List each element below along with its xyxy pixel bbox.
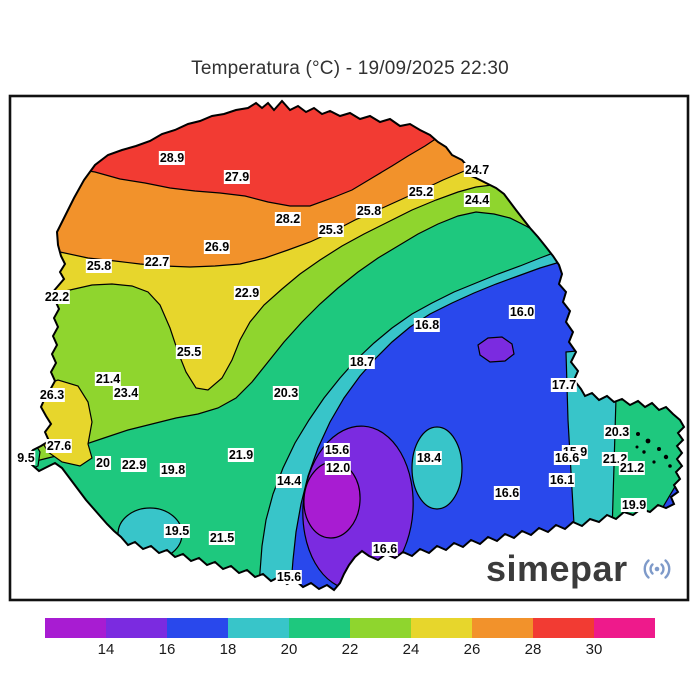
colorbar-segment (533, 618, 594, 638)
colorbar-tick: 24 (402, 641, 420, 658)
contour-bands (27, 101, 684, 590)
temp-label: 19.8 (159, 463, 187, 477)
temp-label: 17.7 (550, 378, 578, 392)
coastal-islands (635, 432, 672, 468)
simepar-wordmark: simepar (486, 548, 628, 589)
temp-label: 25.8 (355, 204, 383, 218)
colorbar-segment (350, 618, 411, 638)
temp-label: 25.5 (175, 345, 203, 359)
temp-label: 20.3 (272, 386, 300, 400)
temp-label: 22.9 (120, 458, 148, 472)
colorbar-segment (45, 618, 106, 638)
colorbar-segment (289, 618, 350, 638)
colorbar-tick: 28 (524, 641, 542, 658)
temp-label: 16.6 (371, 542, 399, 556)
temp-label: 25.2 (407, 185, 435, 199)
colorbar-segment (472, 618, 533, 638)
temp-label: 19.5 (163, 524, 191, 538)
signal-waves-icon (643, 559, 670, 579)
colorbar-segment (594, 618, 655, 638)
colorbar-tick: 30 (585, 641, 603, 658)
temp-label: 14.4 (275, 474, 303, 488)
temp-label: 15.6 (323, 443, 351, 457)
temp-label: 20.3 (603, 425, 631, 439)
simepar-logo: simepar (486, 549, 677, 589)
temp-label: 28.9 (158, 151, 186, 165)
temp-label: 16.0 (508, 305, 536, 319)
temp-label: 21.2 (618, 461, 646, 475)
temp-label: 16.8 (413, 318, 441, 332)
band-teal-oval (411, 426, 463, 510)
colorbar-segment (106, 618, 167, 638)
temp-label: 16.1 (548, 473, 576, 487)
colorbar-tick: 20 (280, 641, 298, 658)
temp-label: 16.6 (493, 486, 521, 500)
colorbar-tick: 18 (219, 641, 237, 658)
temp-label: 18.7 (348, 355, 376, 369)
colorbar-segment (411, 618, 472, 638)
temp-label: 21.4 (94, 372, 122, 386)
temp-label: 24.7 (463, 163, 491, 177)
colorbar-tick: 22 (341, 641, 359, 658)
temp-label: 22.2 (43, 290, 71, 304)
state-outline (25, 99, 686, 592)
cold-spot-blob (477, 336, 515, 363)
map-frame (8, 94, 690, 602)
colorbar-tick: 14 (97, 641, 115, 658)
temp-label: 15.6 (275, 570, 303, 584)
temp-label: 21.5 (208, 531, 236, 545)
temp-label: 26.9 (203, 240, 231, 254)
colorbar-segment (167, 618, 228, 638)
temp-label: 27.6 (45, 439, 73, 453)
temp-label: 24.4 (463, 193, 491, 207)
temp-label: 18.4 (415, 451, 443, 465)
temp-label: 12.0 (324, 461, 352, 475)
temperature-colorbar (45, 618, 655, 638)
temp-label: 22.9 (233, 286, 261, 300)
colorbar-tick: 16 (158, 641, 176, 658)
temp-label: 19.9 (620, 498, 648, 512)
temp-label: 27.9 (223, 170, 251, 184)
page-title: Temperatura (°C) - 19/09/2025 22:30 (191, 58, 509, 79)
temp-label: 16.6 (553, 451, 581, 465)
temp-label: 23.4 (112, 386, 140, 400)
temp-label: 26.3 (38, 388, 66, 402)
temp-label: 22.7 (143, 255, 171, 269)
colorbar-tick: 26 (463, 641, 481, 658)
temp-label: 20 (95, 456, 111, 470)
temp-label: 9.5 (16, 451, 36, 465)
temp-label: 21.9 (227, 448, 255, 462)
temp-label: 25.3 (317, 223, 345, 237)
temp-label: 25.8 (85, 259, 113, 273)
colorbar-segment (228, 618, 289, 638)
temp-label: 28.2 (274, 212, 302, 226)
